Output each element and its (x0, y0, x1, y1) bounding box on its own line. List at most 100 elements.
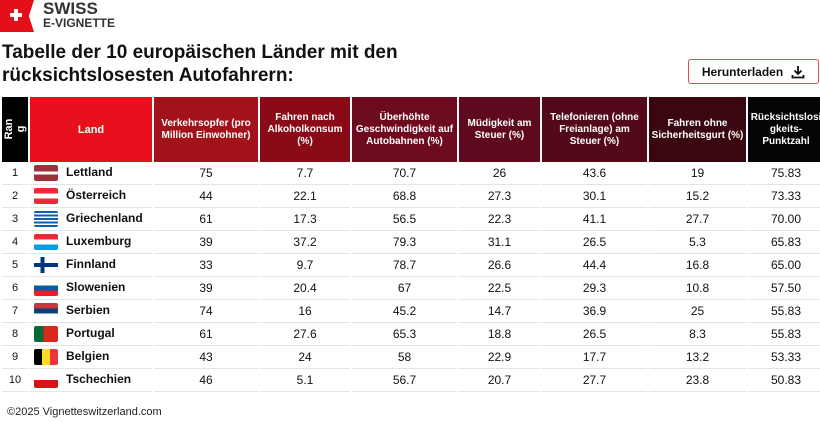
value-cell: 27.7 (649, 208, 746, 231)
value-cell: 53.33 (748, 346, 820, 369)
download-button[interactable]: Herunterladen (688, 59, 819, 84)
value-cell: 26 (459, 162, 540, 185)
table-row: 1 Lettland 75 7.7 70.7 26 43.6 19 75.83 (2, 162, 820, 185)
table-row: 2 Österreich 44 22.1 68.8 27.3 30.1 15.2 73.33 (2, 185, 820, 208)
value-cell: 24 (260, 346, 350, 369)
country-name: Griechenland (66, 211, 143, 226)
value-cell: 22.5 (459, 277, 540, 300)
column-header-label: Fahren ohne Sicherheitsgurt (%) (651, 117, 744, 141)
table-row: 8 Portugal 61 27.6 65.3 18.8 26.5 8.3 55.83 (2, 323, 820, 346)
country-name: Slowenien (66, 280, 126, 295)
value-cell: 29.3 (542, 277, 647, 300)
value-cell: 23.8 (649, 369, 746, 392)
value-cell: 78.7 (352, 254, 457, 277)
logo: SWISS E-VIGNETTE (0, 0, 115, 32)
value-cell: 15.2 (649, 185, 746, 208)
value-cell: 79.3 (352, 231, 457, 254)
value-cell: 43.6 (542, 162, 647, 185)
country-name: Portugal (66, 326, 115, 341)
rank-cell: 9 (2, 346, 28, 369)
column-header-label: Telefonieren (ohne Freianlage) am Steuer… (550, 111, 639, 147)
value-cell: 56.5 (352, 208, 457, 231)
country-cell: Tschechien (30, 369, 152, 392)
column-header-4: Überhöhte Geschwindigkeit auf Autobahnen… (352, 97, 457, 162)
serbia-flag-icon (34, 303, 58, 319)
value-cell: 39 (154, 231, 258, 254)
country-name: Österreich (66, 188, 127, 203)
value-cell: 68.8 (352, 185, 457, 208)
country-cell: Griechenland (30, 208, 152, 231)
value-cell: 67 (352, 277, 457, 300)
value-cell: 75 (154, 162, 258, 185)
finland-flag-icon (34, 257, 58, 273)
value-cell: 50.83 (748, 369, 820, 392)
column-header-label: Verkehrsopfer (pro Million Einwohner) (161, 117, 251, 141)
country-name: Finnland (66, 257, 116, 272)
country-cell: Portugal (30, 323, 152, 346)
value-cell: 13.2 (649, 346, 746, 369)
value-cell: 46 (154, 369, 258, 392)
value-cell: 9.7 (260, 254, 350, 277)
value-cell: 20.7 (459, 369, 540, 392)
value-cell: 31.1 (459, 231, 540, 254)
ranking-table: Rang Land Verkehrsopfer (pro Million Einwo… (0, 97, 820, 392)
value-cell: 55.83 (748, 300, 820, 323)
column-header-7: Fahren ohne Sicherheitsgurt (%) (649, 97, 746, 162)
value-cell: 43 (154, 346, 258, 369)
value-cell: 18.8 (459, 323, 540, 346)
value-cell: 22.1 (260, 185, 350, 208)
value-cell: 33 (154, 254, 258, 277)
value-cell: 56.7 (352, 369, 457, 392)
column-header-1: Land (30, 97, 152, 162)
country-cell: Serbien (30, 300, 152, 323)
value-cell: 26.6 (459, 254, 540, 277)
slovenia-flag-icon (34, 280, 58, 296)
column-header-0: Rang (2, 97, 28, 162)
value-cell: 37.2 (260, 231, 350, 254)
rank-cell: 3 (2, 208, 28, 231)
value-cell: 27.7 (542, 369, 647, 392)
value-cell: 19 (649, 162, 746, 185)
value-cell: 27.3 (459, 185, 540, 208)
value-cell: 45.2 (352, 300, 457, 323)
download-label: Herunterladen (701, 64, 784, 79)
column-header-2: Verkehrsopfer (pro Million Einwohner) (154, 97, 258, 162)
page-title: Tabelle der 10 europäischen Länder mit d… (2, 42, 398, 86)
swiss-flag-icon (0, 0, 34, 32)
value-cell: 26.5 (542, 323, 647, 346)
value-cell: 74 (154, 300, 258, 323)
footer-copyright: ©2025 Vignetteswitzerland.com (7, 406, 162, 418)
rank-cell: 5 (2, 254, 28, 277)
czechia-flag-icon (34, 372, 58, 388)
value-cell: 14.7 (459, 300, 540, 323)
value-cell: 17.7 (542, 346, 647, 369)
column-header-label: Rang (3, 118, 27, 140)
luxembourg-flag-icon (34, 234, 58, 250)
rank-cell: 10 (2, 369, 28, 392)
value-cell: 75.83 (748, 162, 820, 185)
country-cell: Luxemburg (30, 231, 152, 254)
country-name: Lettland (66, 165, 113, 180)
column-header-label: Müdigkeit am Steuer (%) (467, 117, 532, 141)
greece-flag-icon (34, 211, 58, 227)
value-cell: 5.1 (260, 369, 350, 392)
table-row: 3 Griechenland 61 17.3 56.5 22.3 41.1 27.7 70.00 (2, 208, 820, 231)
value-cell: 22.3 (459, 208, 540, 231)
country-name: Serbien (66, 303, 111, 318)
rank-cell: 7 (2, 300, 28, 323)
column-header-label: Land (77, 123, 105, 136)
belgium-flag-icon (34, 349, 58, 365)
country-cell: Belgien (30, 346, 152, 369)
table-row: 6 Slowenien 39 20.4 67 22.5 29.3 10.8 57.50 (2, 277, 820, 300)
value-cell: 65.83 (748, 231, 820, 254)
value-cell: 36.9 (542, 300, 647, 323)
download-icon (791, 65, 805, 78)
column-header-5: Müdigkeit am Steuer (%) (459, 97, 540, 162)
logo-line1: SWISS (43, 0, 98, 18)
value-cell: 25 (649, 300, 746, 323)
value-cell: 44.4 (542, 254, 647, 277)
austria-flag-icon (34, 188, 58, 204)
column-header-label: Überhöhte Geschwindigkeit auf Autobahnen… (355, 111, 454, 147)
value-cell: 16 (260, 300, 350, 323)
value-cell: 10.8 (649, 277, 746, 300)
